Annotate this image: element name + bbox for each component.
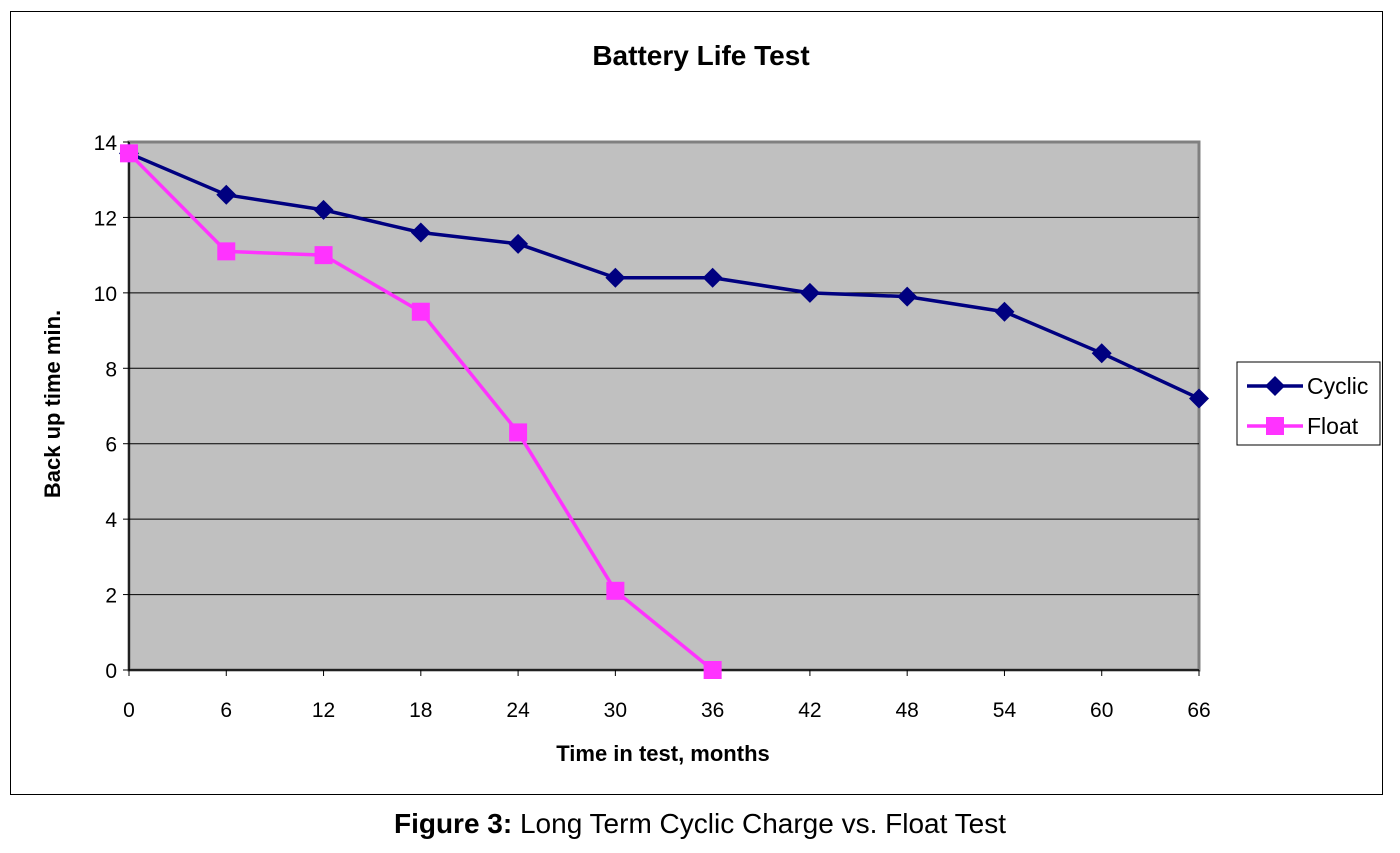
data-point-float [606,581,625,600]
y-axis-label: Back up time min. [40,310,65,498]
data-point-cyclic [799,282,820,303]
x-tick-label: 0 [123,699,135,722]
data-point-cyclic [410,222,431,243]
legend-marker-float [1266,417,1284,435]
x-tick-label: 48 [896,699,919,722]
x-tick-label: 18 [409,699,432,722]
x-tick-label: 54 [993,699,1017,722]
data-point-float [217,242,236,261]
figure-caption-label: Figure 3: [393,808,513,839]
data-point-float [411,302,430,321]
y-tick-label: 0 [105,660,117,683]
figure-caption-text: Long Term Cyclic Charge vs. Float Test [512,808,1007,839]
series-line-cyclic [128,151,1200,401]
y-tick-label: 6 [105,434,117,457]
x-tick-label: 60 [1090,699,1113,722]
chart-frame: Battery Life Test 0 2 4 6 8 10 12 14 0 6 12 18 24 30 3… [10,11,1383,795]
legend-label-cyclic: Cyclic [1307,373,1368,399]
y-tick-label: 12 [94,207,117,230]
data-point-cyclic [897,286,918,307]
y-tick-label: 14 [94,132,118,155]
data-point-cyclic [216,184,237,205]
data-point-cyclic [1091,343,1112,364]
x-tick-label: 12 [312,699,335,722]
legend-marker-cyclic [1265,376,1285,396]
legend-label-float: Float [1307,413,1359,439]
legend: Cyclic Float [1236,361,1381,446]
data-point-cyclic [994,301,1015,322]
x-tick-label: 36 [701,699,724,722]
x-tick-label: 30 [604,699,627,722]
data-point-cyclic [1189,388,1209,409]
chart-title: Battery Life Test [592,40,809,71]
data-point-float [314,246,333,265]
data-point-float [509,423,528,442]
y-tick-label: 10 [94,283,117,306]
x-tick-label: 42 [798,699,821,722]
data-point-cyclic [605,267,626,288]
x-tick-label: 24 [506,699,530,722]
x-tick-label: 6 [220,699,232,722]
y-tick-label: 2 [105,585,117,608]
data-point-float [703,661,722,679]
data-point-cyclic [702,267,723,288]
figure-caption: Figure 3: Long Term Cyclic Charge vs. Fl… [0,808,1400,840]
x-axis-label: Time in test, months [556,741,770,766]
legend-box [1236,361,1381,446]
plot-background [127,140,1201,672]
x-tick-label: 66 [1187,699,1210,722]
data-point-float [120,144,138,163]
data-point-cyclic [313,199,334,220]
y-tick-label: 8 [105,358,117,381]
y-tick-label: 4 [105,509,117,532]
